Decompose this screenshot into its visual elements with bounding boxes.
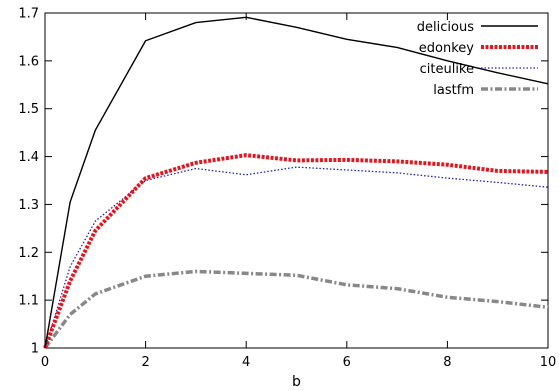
y-tick-label: 1.4 [18,150,39,165]
x-axis-label: b [292,374,301,390]
y-tick-label: 1.6 [18,54,39,69]
plot-frame [44,12,549,349]
y-tick-label: 1.2 [18,246,39,261]
x-tick-label: 4 [242,355,250,370]
axis-ticks: 1 1.1 1.2 1.3 1.4 1.5 1.6 1.7 0 2 4 6 8 10 [18,7,556,371]
plot-border [44,12,549,349]
y-tick-label: 1.5 [18,102,39,117]
series-line-delicious [44,16,549,349]
x-tick-label: 2 [141,355,149,370]
x-tick-label: 8 [443,355,451,370]
x-tick-label: 6 [343,355,351,370]
legend-label-citeulike: citeulike [420,62,474,77]
series-line-citeulike [44,166,549,349]
legend-label-edonkey: edonkey [419,41,475,56]
y-tick-label: 1.1 [18,294,39,309]
series-layer [43,16,549,350]
legend: delicious edonkey citeulike lastfm [417,20,538,98]
legend-label-lastfm: lastfm [433,83,474,98]
y-tick-label: 1.7 [18,7,39,22]
y-tick-label: 1 [31,342,39,357]
x-tick-label: 0 [41,355,49,370]
series-line-edonkey [43,153,549,349]
series-line-lastfm [43,269,549,350]
legend-label-delicious: delicious [417,20,474,35]
x-tick-label: 10 [540,355,557,370]
y-tick-label: 1.3 [18,198,39,213]
